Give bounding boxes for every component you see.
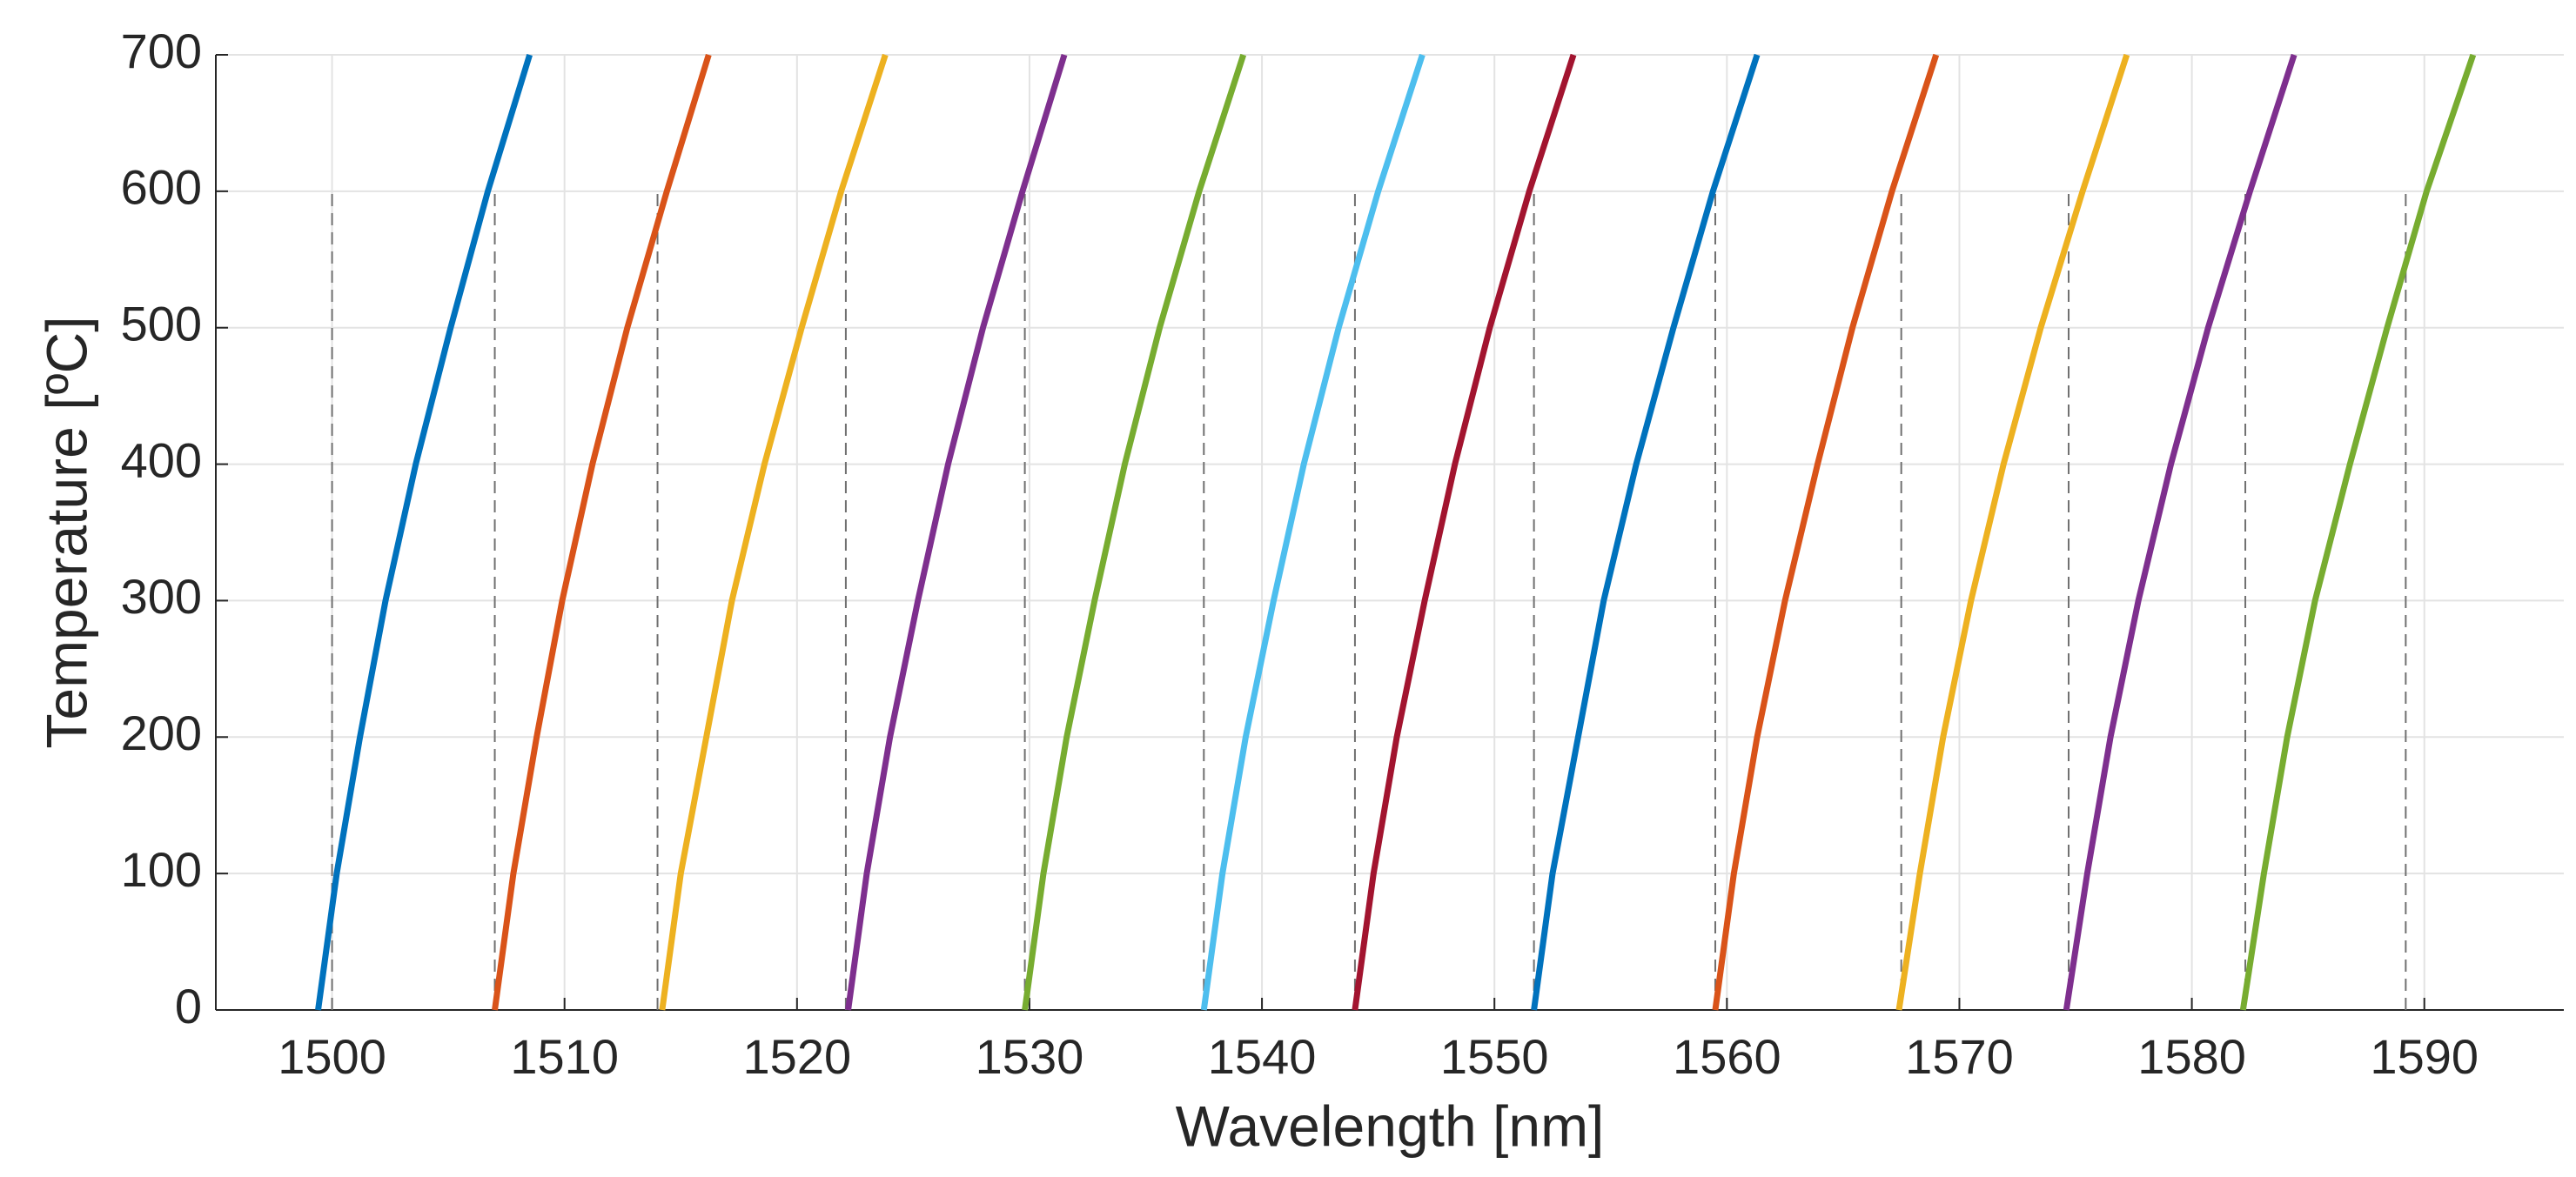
y-tick-label: 100 xyxy=(121,842,202,897)
series-line xyxy=(1352,53,1577,1011)
x-tick-label: 1540 xyxy=(1208,1029,1317,1084)
series-line xyxy=(1895,53,2130,1011)
x-tick-label: 1560 xyxy=(1673,1029,1781,1084)
x-tick-label: 1550 xyxy=(1440,1029,1549,1084)
series-line xyxy=(1712,53,1940,1011)
x-tick-label: 1580 xyxy=(2137,1029,2246,1084)
series-line xyxy=(2239,53,2477,1011)
series-line xyxy=(2063,53,2298,1011)
x-tick-label: 1500 xyxy=(278,1029,386,1084)
x-tick-label: 1530 xyxy=(976,1029,1084,1084)
x-tick-label: 1520 xyxy=(743,1029,852,1084)
y-axis-label: Temperature [ºC] xyxy=(34,316,98,748)
series-line xyxy=(492,53,712,1011)
y-tick-label: 700 xyxy=(121,23,202,78)
y-tick-label: 400 xyxy=(121,432,202,487)
series-line xyxy=(315,53,533,1011)
y-tick-label: 0 xyxy=(175,979,202,1033)
x-tick-label: 1570 xyxy=(1905,1029,2014,1084)
y-tick-label: 200 xyxy=(121,706,202,760)
series-line xyxy=(1200,53,1426,1011)
series-line xyxy=(1022,53,1247,1011)
y-tick-label: 300 xyxy=(121,569,202,624)
series-line xyxy=(845,53,1068,1011)
series-line xyxy=(659,53,889,1011)
x-tick-label: 1510 xyxy=(510,1029,619,1084)
series-line xyxy=(1531,53,1761,1011)
x-tick-label: 1590 xyxy=(2370,1029,2479,1084)
y-tick-label: 600 xyxy=(121,160,202,215)
x-axis-label: Wavelength [nm] xyxy=(1176,1093,1605,1158)
y-tick-label: 500 xyxy=(121,297,202,351)
